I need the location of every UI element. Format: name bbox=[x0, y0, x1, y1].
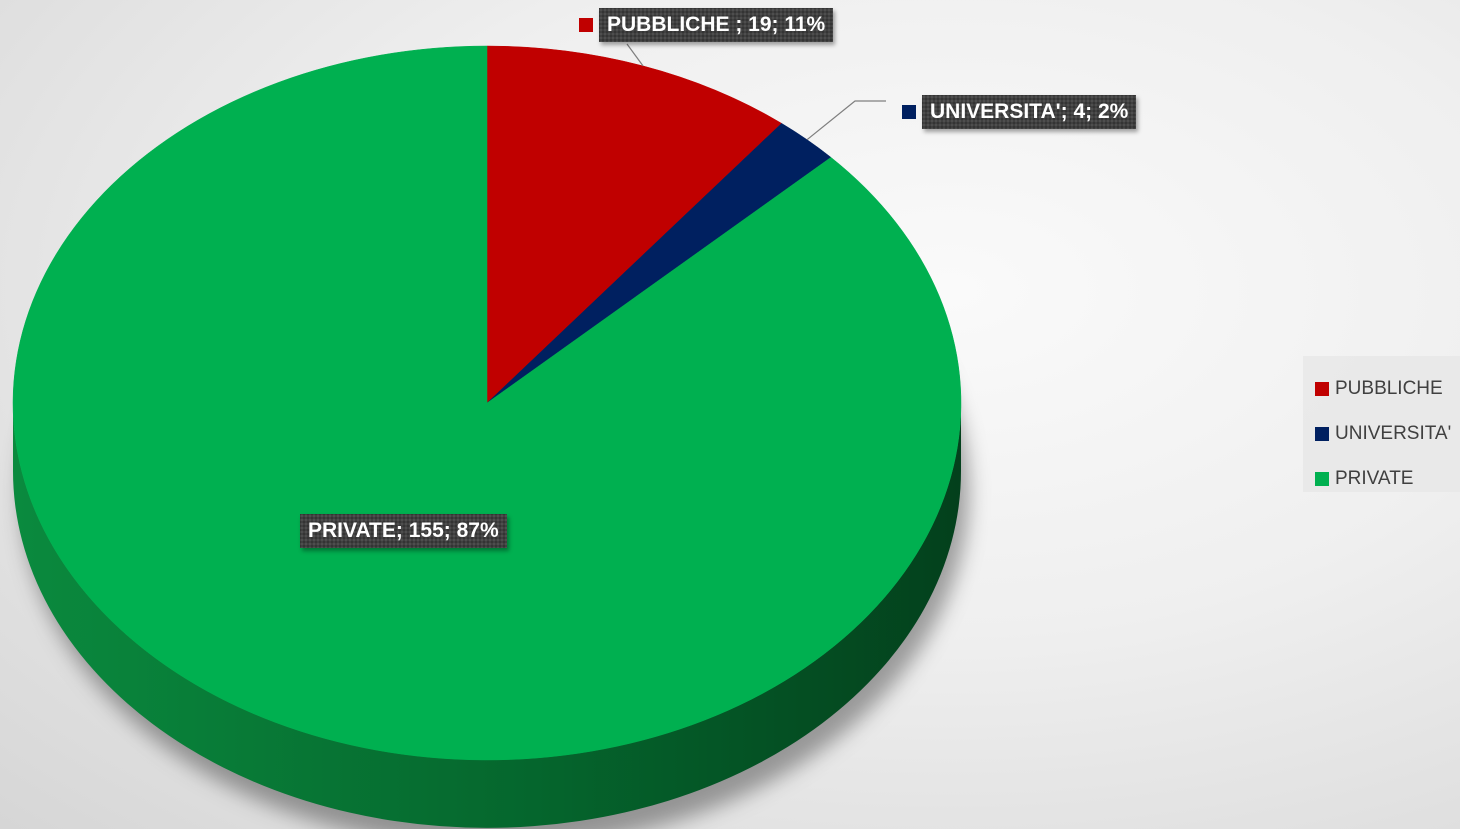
data-label-text: PRIVATE; 155; 87% bbox=[300, 514, 507, 548]
legend-swatch bbox=[1315, 426, 1329, 441]
data-label-pubbliche: PUBBLICHE ; 19; 11% bbox=[579, 8, 833, 42]
data-label-text: PUBBLICHE ; 19; 11% bbox=[599, 8, 833, 42]
data-label-marker bbox=[579, 18, 593, 32]
data-label-marker bbox=[902, 105, 916, 119]
data-label-marker bbox=[280, 524, 294, 538]
data-label-private: PRIVATE; 155; 87% bbox=[280, 514, 507, 548]
data-label-universita: UNIVERSITA'; 4; 2% bbox=[902, 95, 1136, 129]
legend-label: UNIVERSITA' bbox=[1335, 422, 1452, 444]
pie-side-2 bbox=[13, 403, 961, 828]
pie-slice-2 bbox=[12, 45, 962, 761]
leader-line-universita bbox=[806, 100, 886, 141]
pie-slice-0 bbox=[486, 45, 783, 404]
legend-swatch bbox=[1315, 381, 1329, 396]
legend-item-pubbliche: PUBBLICHE bbox=[1303, 366, 1460, 411]
legend-label: PRIVATE bbox=[1335, 467, 1414, 489]
leader-line-pubbliche bbox=[626, 43, 644, 67]
legend-label: PUBBLICHE bbox=[1335, 377, 1443, 399]
legend-item-universita: UNIVERSITA' bbox=[1303, 411, 1460, 456]
legend-item-private: PRIVATE bbox=[1303, 456, 1460, 501]
data-label-text: UNIVERSITA'; 4; 2% bbox=[922, 95, 1136, 129]
chart-legend: PUBBLICHE UNIVERSITA' PRIVATE bbox=[1303, 356, 1460, 492]
legend-swatch bbox=[1315, 471, 1329, 486]
